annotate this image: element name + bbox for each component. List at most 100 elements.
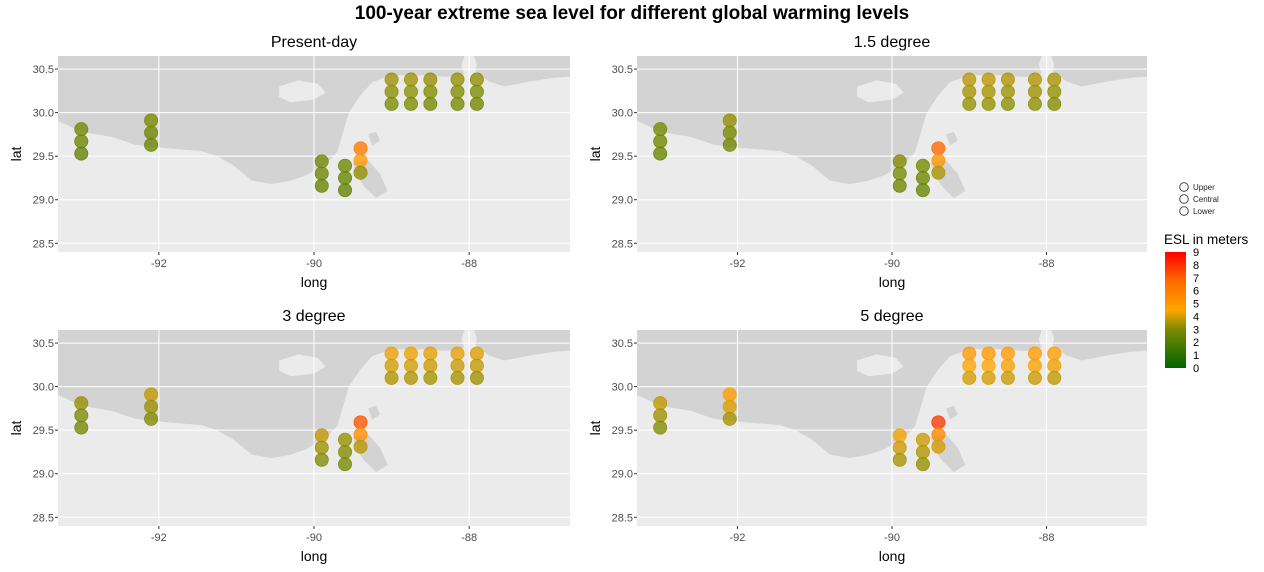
data-point xyxy=(144,411,159,426)
data-point xyxy=(1000,370,1015,385)
data-point xyxy=(74,122,89,137)
color-legend-tick-label: 2 xyxy=(1193,337,1199,349)
data-point xyxy=(74,146,89,161)
y-tick-label: 29.0 xyxy=(612,469,633,481)
size-legend-key xyxy=(1179,194,1189,204)
data-point xyxy=(981,358,996,373)
x-tick-label: -90 xyxy=(884,258,900,270)
data-point xyxy=(892,178,907,193)
y-tick-label: 30.0 xyxy=(612,108,633,120)
data-point xyxy=(450,84,465,99)
y-tick-label: 29.5 xyxy=(33,425,54,437)
y-tick-label: 28.5 xyxy=(612,512,633,524)
data-point xyxy=(1047,96,1062,111)
data-point xyxy=(722,387,737,402)
data-point xyxy=(1047,370,1062,385)
data-point xyxy=(403,72,418,87)
data-point xyxy=(931,415,946,430)
data-point xyxy=(384,72,399,87)
color-legend-tick-label: 8 xyxy=(1193,260,1199,272)
color-legend-tick-label: 5 xyxy=(1193,299,1199,311)
color-legend-bar xyxy=(1165,252,1186,368)
panel-2: 1.5 degree 28.5 29.0 29.5 30.0 30.5 -92 -90 -88 l… xyxy=(587,34,1147,290)
data-point xyxy=(403,96,418,111)
panel-title: 3 degree xyxy=(282,308,345,325)
x-tick-label: -92 xyxy=(730,532,746,544)
data-point xyxy=(469,84,484,99)
data-point xyxy=(74,396,89,411)
data-point xyxy=(384,84,399,99)
x-axis-title: long xyxy=(879,274,905,290)
y-tick-label: 29.5 xyxy=(612,151,633,163)
data-point xyxy=(915,158,930,173)
data-point xyxy=(469,358,484,373)
data-point xyxy=(403,84,418,99)
data-point xyxy=(423,96,438,111)
data-point xyxy=(653,396,668,411)
x-tick-label: -92 xyxy=(730,258,746,270)
color-legend-tick-label: 3 xyxy=(1193,324,1199,336)
data-point xyxy=(338,170,353,185)
data-point xyxy=(981,96,996,111)
data-point xyxy=(1047,72,1062,87)
data-point xyxy=(423,72,438,87)
color-legend-tick-label: 9 xyxy=(1193,247,1199,259)
data-point xyxy=(915,444,930,459)
data-point xyxy=(962,84,977,99)
data-point xyxy=(469,346,484,361)
main-title: 100-year extreme sea level for different… xyxy=(354,3,910,24)
data-point xyxy=(353,165,368,180)
color-legend-tick-label: 6 xyxy=(1193,286,1199,298)
y-tick-label: 30.0 xyxy=(33,108,54,120)
data-point xyxy=(981,370,996,385)
data-point xyxy=(450,346,465,361)
data-point xyxy=(338,158,353,173)
data-point xyxy=(353,415,368,430)
data-point xyxy=(314,154,329,169)
y-tick-label: 30.5 xyxy=(612,64,633,76)
panel-1: Present-day 28.5 29.0 29.5 30.0 30.5 -92 -90 -88… xyxy=(8,34,570,290)
data-point xyxy=(314,452,329,467)
map-area xyxy=(58,56,570,252)
data-point xyxy=(1000,346,1015,361)
data-point xyxy=(931,165,946,180)
y-tick-label: 28.5 xyxy=(33,512,54,524)
data-point xyxy=(1027,370,1042,385)
data-point xyxy=(892,154,907,169)
data-point xyxy=(469,72,484,87)
data-point xyxy=(1027,84,1042,99)
data-point xyxy=(338,444,353,459)
data-point xyxy=(1027,358,1042,373)
size-legend-key xyxy=(1179,182,1189,192)
data-point xyxy=(144,387,159,402)
x-tick-label: -90 xyxy=(306,258,322,270)
y-tick-label: 30.0 xyxy=(33,382,54,394)
panel-title: 5 degree xyxy=(860,308,923,325)
y-axis-title: lat xyxy=(587,147,603,162)
y-tick-label: 29.5 xyxy=(612,425,633,437)
data-point xyxy=(450,370,465,385)
map-area xyxy=(637,330,1147,526)
size-legend-key xyxy=(1179,206,1189,216)
data-point xyxy=(1047,84,1062,99)
y-axis-title: lat xyxy=(8,421,24,436)
data-point xyxy=(915,432,930,447)
data-point xyxy=(722,137,737,152)
x-tick-label: -92 xyxy=(151,258,167,270)
y-tick-label: 29.0 xyxy=(612,195,633,207)
data-point xyxy=(1027,72,1042,87)
data-point xyxy=(469,96,484,111)
data-point xyxy=(1000,358,1015,373)
y-tick-label: 30.5 xyxy=(612,338,633,350)
data-point xyxy=(653,408,668,423)
data-point xyxy=(722,113,737,128)
data-point xyxy=(722,411,737,426)
data-point xyxy=(384,346,399,361)
data-point xyxy=(1000,72,1015,87)
data-point xyxy=(915,170,930,185)
data-point xyxy=(981,84,996,99)
data-point xyxy=(353,153,368,168)
x-tick-label: -88 xyxy=(1039,532,1055,544)
